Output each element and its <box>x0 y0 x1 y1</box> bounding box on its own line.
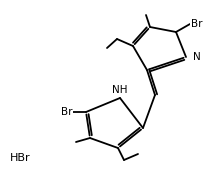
Text: N: N <box>193 52 201 62</box>
Text: NH: NH <box>112 85 128 95</box>
Text: Br: Br <box>191 19 202 29</box>
Text: Br: Br <box>61 107 72 117</box>
Text: HBr: HBr <box>10 153 31 163</box>
